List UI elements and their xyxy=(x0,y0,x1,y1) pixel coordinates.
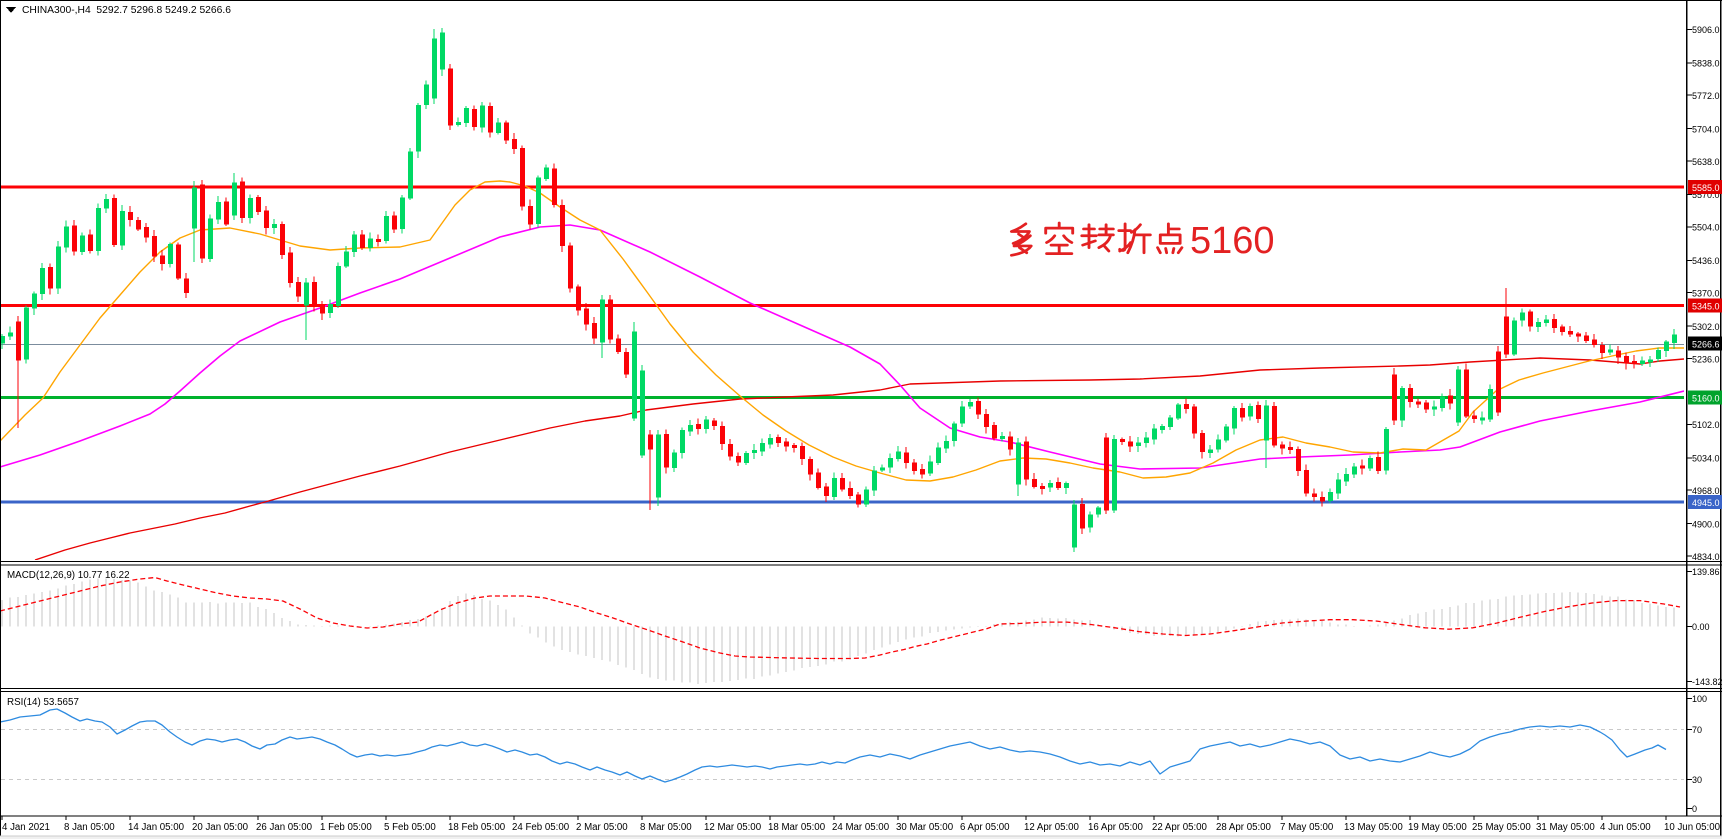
svg-text:5370.0: 5370.0 xyxy=(1692,289,1720,299)
svg-text:4968.0: 4968.0 xyxy=(1692,486,1720,496)
svg-text:RSI(14) 53.5657: RSI(14) 53.5657 xyxy=(7,697,79,708)
svg-text:8 Jan 05:00: 8 Jan 05:00 xyxy=(64,822,115,833)
svg-text:5160.0: 5160.0 xyxy=(1692,393,1720,403)
svg-text:CHINA300-,H4 5292.7 5296.8 52: CHINA300-,H4 5292.7 5296.8 5249.2 5266.6 xyxy=(22,5,231,16)
svg-text:-143.82: -143.82 xyxy=(1692,677,1722,687)
svg-text:14 Jan 05:00: 14 Jan 05:00 xyxy=(128,822,185,833)
svg-text:5585.0: 5585.0 xyxy=(1692,183,1720,193)
svg-text:24 Feb 05:00: 24 Feb 05:00 xyxy=(512,822,570,833)
svg-text:5838.0: 5838.0 xyxy=(1692,59,1720,69)
svg-text:12 Apr 05:00: 12 Apr 05:00 xyxy=(1024,822,1080,833)
svg-text:18 Feb 05:00: 18 Feb 05:00 xyxy=(448,822,506,833)
svg-text:5 Feb 05:00: 5 Feb 05:00 xyxy=(384,822,436,833)
svg-text:5704.0: 5704.0 xyxy=(1692,124,1720,134)
svg-text:24 Mar 05:00: 24 Mar 05:00 xyxy=(832,822,890,833)
svg-text:8 Mar 05:00: 8 Mar 05:00 xyxy=(640,822,692,833)
svg-text:1 Feb 05:00: 1 Feb 05:00 xyxy=(320,822,372,833)
svg-text:20 Jan 05:00: 20 Jan 05:00 xyxy=(192,822,249,833)
svg-text:10 Jun 05:00: 10 Jun 05:00 xyxy=(1664,822,1721,833)
svg-text:25 May 05:00: 25 May 05:00 xyxy=(1472,822,1531,833)
svg-text:4 Jan 2021: 4 Jan 2021 xyxy=(2,822,50,833)
svg-text:18 Mar 05:00: 18 Mar 05:00 xyxy=(768,822,826,833)
svg-text:139.86: 139.86 xyxy=(1692,567,1720,577)
svg-text:5160: 5160 xyxy=(1190,220,1275,262)
svg-text:28 Apr 05:00: 28 Apr 05:00 xyxy=(1216,822,1272,833)
svg-text:5436.0: 5436.0 xyxy=(1692,256,1720,266)
svg-text:4945.0: 4945.0 xyxy=(1692,498,1720,508)
svg-text:5345.0: 5345.0 xyxy=(1692,301,1720,311)
svg-text:5034.0: 5034.0 xyxy=(1692,454,1720,464)
svg-text:4 Jun 05:00: 4 Jun 05:00 xyxy=(1600,822,1651,833)
svg-text:MACD(12,26,9) 10.77 16.22: MACD(12,26,9) 10.77 16.22 xyxy=(7,570,130,581)
svg-text:5570.0: 5570.0 xyxy=(1692,190,1720,200)
svg-text:31 May 05:00: 31 May 05:00 xyxy=(1536,822,1595,833)
svg-text:5906.0: 5906.0 xyxy=(1692,25,1720,35)
svg-text:5236.0: 5236.0 xyxy=(1692,354,1720,364)
svg-text:2 Mar 05:00: 2 Mar 05:00 xyxy=(576,822,628,833)
svg-text:30: 30 xyxy=(1692,775,1702,785)
svg-text:19 May 05:00: 19 May 05:00 xyxy=(1408,822,1467,833)
svg-text:5772.0: 5772.0 xyxy=(1692,91,1720,101)
svg-text:22 Apr 05:00: 22 Apr 05:00 xyxy=(1152,822,1208,833)
svg-text:5638.0: 5638.0 xyxy=(1692,157,1720,167)
svg-text:5266.6: 5266.6 xyxy=(1692,339,1720,349)
svg-text:7 May 05:00: 7 May 05:00 xyxy=(1280,822,1334,833)
svg-text:5504.0: 5504.0 xyxy=(1692,223,1720,233)
svg-text:6 Apr 05:00: 6 Apr 05:00 xyxy=(960,822,1010,833)
svg-text:4834.0: 4834.0 xyxy=(1692,552,1720,562)
svg-text:100: 100 xyxy=(1692,694,1707,704)
svg-text:16 Apr 05:00: 16 Apr 05:00 xyxy=(1088,822,1144,833)
svg-text:4900.0: 4900.0 xyxy=(1692,519,1720,529)
svg-text:70: 70 xyxy=(1692,725,1702,735)
svg-text:0: 0 xyxy=(1692,804,1697,814)
svg-text:13 May 05:00: 13 May 05:00 xyxy=(1344,822,1403,833)
svg-text:30 Mar 05:00: 30 Mar 05:00 xyxy=(896,822,954,833)
svg-text:5302.0: 5302.0 xyxy=(1692,322,1720,332)
svg-text:12 Mar 05:00: 12 Mar 05:00 xyxy=(704,822,762,833)
svg-text:5102.0: 5102.0 xyxy=(1692,420,1720,430)
svg-text:26 Jan 05:00: 26 Jan 05:00 xyxy=(256,822,313,833)
svg-text:0.00: 0.00 xyxy=(1692,622,1710,632)
